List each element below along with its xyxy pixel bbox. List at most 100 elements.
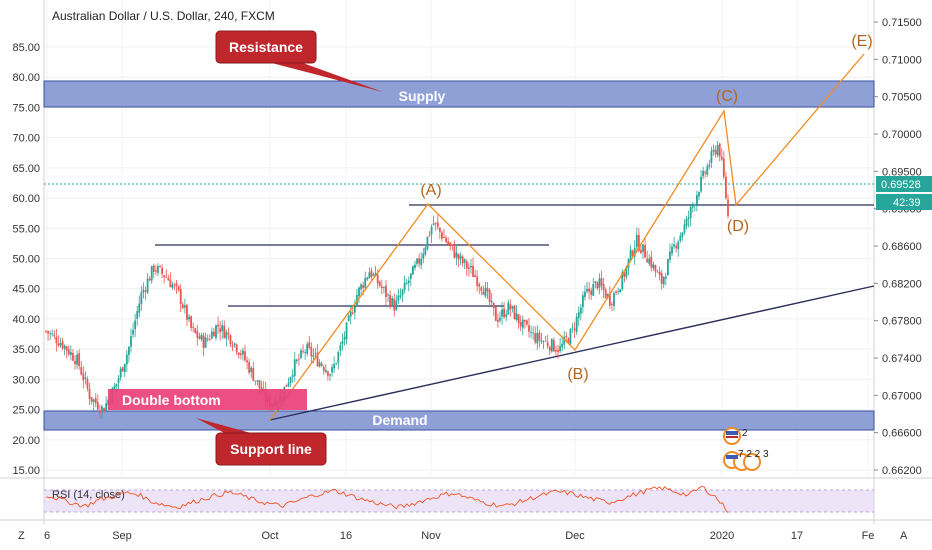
candle-body xyxy=(443,237,445,239)
double-bottom-box[interactable] xyxy=(108,389,307,410)
candle-body xyxy=(324,370,327,373)
candle-body xyxy=(92,399,95,402)
right-tick-label: 0.71500 xyxy=(882,17,922,29)
candle-body xyxy=(221,325,224,332)
rsi-line xyxy=(45,485,729,513)
time-axis[interactable]: 6 Sep Oct 16 Nov Dec 2020 17 Fe xyxy=(44,530,874,542)
left-tick-label: 55.00 xyxy=(12,223,40,235)
candle-body xyxy=(658,271,661,275)
candle-body xyxy=(588,288,591,292)
wave-label-d: (D) xyxy=(727,218,749,235)
event-count-top: 2 xyxy=(742,428,748,439)
candle-body xyxy=(669,251,671,260)
candle-body xyxy=(565,335,568,338)
time-tick-label: Nov xyxy=(421,530,441,542)
candle-body xyxy=(648,258,651,264)
candle-body xyxy=(308,342,311,348)
candle-body xyxy=(681,232,684,237)
candle-body xyxy=(555,350,557,352)
support-text: Support line xyxy=(230,441,312,457)
flag-stripe-red-icon xyxy=(726,436,738,438)
candle-body xyxy=(528,325,530,332)
wave-path[interactable] xyxy=(269,53,865,421)
right-tick-label: 0.68600 xyxy=(882,241,922,253)
candle-body xyxy=(258,380,261,389)
candle-body xyxy=(177,286,180,290)
event-badges[interactable]: 2 7 2 2 3 xyxy=(723,427,769,471)
candle-body xyxy=(712,149,715,152)
candle-body xyxy=(391,298,394,307)
candle-body xyxy=(710,150,713,163)
candle-body xyxy=(382,287,385,288)
candle-body xyxy=(125,354,128,365)
support-pointer xyxy=(196,418,262,436)
candle-body xyxy=(67,349,70,355)
candle-body xyxy=(521,319,524,328)
candle-body xyxy=(329,374,331,376)
candle-body xyxy=(316,352,319,367)
candle-body xyxy=(706,166,709,175)
candle-body xyxy=(65,346,68,351)
left-tick-label: 75.00 xyxy=(12,102,40,114)
flag-icon-4[interactable] xyxy=(743,453,761,471)
candle-body xyxy=(606,294,609,297)
candle-body xyxy=(121,367,124,372)
candle-body xyxy=(424,247,427,255)
candle-body xyxy=(289,377,292,383)
candle-body xyxy=(594,281,597,284)
candle-body xyxy=(503,308,506,318)
candle-body xyxy=(395,300,398,310)
candle-body xyxy=(246,360,248,363)
candle-body xyxy=(88,388,91,399)
candle-body xyxy=(285,384,288,387)
chart-title: Australian Dollar / U.S. Dollar, 240, FX… xyxy=(52,9,275,23)
candle-body xyxy=(598,278,601,288)
candle-body xyxy=(57,343,60,346)
corner-left-button[interactable]: Z xyxy=(18,530,25,542)
supply-zone xyxy=(43,80,875,108)
candle-body xyxy=(465,261,468,269)
candle-body xyxy=(623,272,626,278)
candle-body xyxy=(339,345,342,351)
resistance-pointer xyxy=(268,62,383,92)
right-price-axis[interactable]: 0.66200 0.66600 0.67000 0.67400 0.67800 0.682… xyxy=(874,17,922,477)
candle-body xyxy=(656,271,659,273)
resistance-callout[interactable] xyxy=(215,30,317,64)
candle-body xyxy=(318,362,321,367)
candle-body xyxy=(302,351,304,352)
candle-body xyxy=(569,328,572,344)
candle-body xyxy=(335,363,338,365)
left-tick-label: 50.00 xyxy=(12,254,40,266)
candle-body xyxy=(157,266,159,273)
candle-body xyxy=(351,312,354,314)
candle-body xyxy=(434,222,437,224)
candle-body xyxy=(331,367,333,373)
candle-body xyxy=(98,410,101,413)
candle-body xyxy=(714,149,717,155)
candle-body xyxy=(78,353,81,367)
candle-body xyxy=(148,278,151,281)
support-callout[interactable] xyxy=(215,432,327,466)
candle-body xyxy=(297,358,300,360)
support-trend-line[interactable] xyxy=(269,285,875,421)
corner-right-button[interactable]: A xyxy=(900,530,908,542)
candle-body xyxy=(144,290,147,292)
candle-body xyxy=(414,264,416,269)
candle-body xyxy=(210,331,213,339)
candle-body xyxy=(140,292,143,305)
candle-body xyxy=(353,306,356,313)
candle-body xyxy=(291,375,294,378)
candle-body xyxy=(393,298,396,311)
candle-body xyxy=(223,325,226,339)
wave-label-b: (B) xyxy=(567,366,588,383)
candle-body xyxy=(478,284,481,287)
right-tick-label: 0.70000 xyxy=(882,129,922,141)
candle-body xyxy=(662,276,665,285)
left-price-axis[interactable]: 15.00 20.00 25.00 30.00 35.00 40.00 45.00 50.00… xyxy=(12,42,40,477)
candle-body xyxy=(727,199,729,216)
candle-body xyxy=(134,320,137,330)
candle-body xyxy=(592,283,595,296)
candle-body xyxy=(544,340,547,342)
left-tick-label: 30.00 xyxy=(12,374,40,386)
